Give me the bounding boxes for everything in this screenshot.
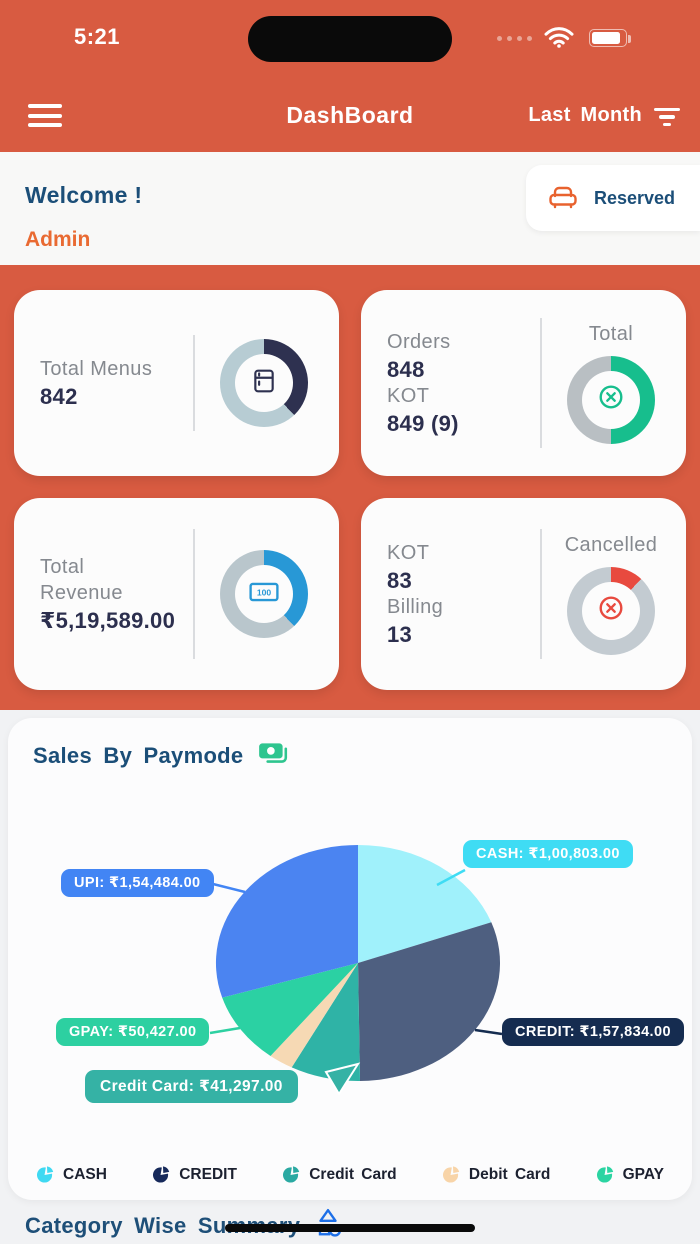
username-text: Admin — [25, 228, 91, 251]
menu-icon[interactable] — [28, 104, 62, 127]
pie-slice-upi — [215, 845, 358, 998]
legend-item-credit-card[interactable]: Credit Card — [282, 1166, 397, 1184]
pie-label-credit: CREDIT: ₹1,57,834.00 — [502, 1018, 684, 1046]
reserved-button[interactable]: Reserved — [526, 165, 700, 231]
sales-section-title: Sales By Paymode — [33, 742, 244, 768]
pie-slice-credit-card — [291, 963, 360, 1082]
pie-label-cash: CASH: ₹1,00,803.00 — [463, 840, 633, 868]
pie-legend: CASH CREDIT Credit Card Debit Card GPAY — [8, 1166, 692, 1184]
card-value2: 849 (9) — [387, 411, 459, 436]
card-orders: Orders 848 KOT 849 (9) Total — [361, 290, 686, 476]
greeting-text: Welcome ! — [25, 182, 143, 208]
cash-icon — [257, 740, 289, 771]
date-range-label: Last Month — [528, 104, 642, 126]
card-value: 848 — [387, 357, 425, 382]
battery-icon — [589, 29, 631, 47]
cellular-dots-icon — [497, 36, 532, 41]
wifi-icon — [544, 27, 574, 53]
card-label2: KOT — [387, 385, 430, 407]
card-value: 83 — [387, 568, 413, 593]
svg-text:100: 100 — [257, 587, 272, 597]
pie-slice-cash — [358, 845, 492, 963]
paymode-pie-chart[interactable]: CASH: ₹1,00,803.00 CREDIT: ₹1,57,834.00 … — [8, 770, 692, 1103]
pie-glyph-icon — [442, 1166, 460, 1183]
card-label2: Billing — [387, 596, 444, 618]
home-indicator[interactable] — [225, 1224, 475, 1232]
card-label: KOT — [387, 542, 430, 564]
card-value2: 13 — [387, 622, 413, 647]
date-range-filter[interactable]: Last Month — [528, 104, 680, 127]
banknote-icon: 100 — [249, 581, 279, 608]
card-total-menus: Total Menus 842 — [14, 290, 339, 476]
orders-total-donut — [567, 355, 655, 444]
welcome-section: Welcome ! Admin Reserved — [0, 152, 700, 265]
notch — [248, 16, 452, 62]
sales-by-paymode-card: Sales By Paymode CASH: ₹1,00,803.00 CRED… — [8, 718, 692, 1200]
card-label: Total Menus — [40, 358, 153, 380]
nav-bar: DashBoard Last Month — [0, 96, 700, 142]
pie-slice-credit — [358, 922, 501, 1081]
card-label: Total Revenue — [40, 556, 123, 604]
status-time: 5:21 — [74, 24, 121, 49]
legend-item-gpay[interactable]: GPAY — [596, 1166, 664, 1184]
card-kot-billing: KOT 83 Billing 13 Cancelled — [361, 498, 686, 690]
pie-glyph-icon — [283, 1166, 300, 1183]
pie-glyph-icon — [596, 1166, 613, 1183]
page-title: DashBoard — [286, 102, 414, 128]
card-total-revenue: Total Revenue ₹5,19,589.00 100 — [14, 498, 339, 690]
filter-icon — [654, 105, 680, 127]
pie-slice-debit-card — [270, 963, 358, 1068]
credit-card-callout-pointer — [324, 1062, 361, 1096]
pie-label-credit-card: Credit Card: ₹41,297.00 — [85, 1070, 298, 1103]
circle-x-icon — [598, 595, 624, 626]
total-menus-donut — [220, 339, 308, 427]
pie-label-upi: UPI: ₹1,54,484.00 — [61, 869, 214, 897]
revenue-donut: 100 — [220, 550, 308, 638]
pie-slice-gpay — [222, 963, 358, 1056]
donut-label: Cancelled — [564, 533, 658, 556]
legend-item-credit[interactable]: CREDIT — [152, 1166, 237, 1184]
pie-glyph-icon — [153, 1166, 170, 1183]
sofa-icon — [546, 181, 580, 216]
legend-item-cash[interactable]: CASH — [36, 1166, 107, 1184]
card-value: 842 — [40, 384, 78, 409]
donut-label: Total — [588, 322, 634, 345]
app-header: 5:21 DashBoard Last Month — [0, 0, 700, 152]
pie-glyph-icon — [36, 1166, 54, 1183]
card-label: Orders — [387, 331, 451, 353]
circle-x-icon — [598, 384, 624, 415]
legend-item-debit-card[interactable]: Debit Card — [442, 1166, 550, 1184]
cancelled-donut — [567, 566, 655, 655]
stats-band: Total Menus 842 — [0, 265, 700, 710]
card-value: ₹5,19,589.00 — [40, 608, 176, 633]
reserved-label: Reserved — [594, 187, 676, 208]
menu-board-icon — [251, 368, 277, 399]
pie-label-gpay: GPAY: ₹50,427.00 — [56, 1018, 210, 1046]
